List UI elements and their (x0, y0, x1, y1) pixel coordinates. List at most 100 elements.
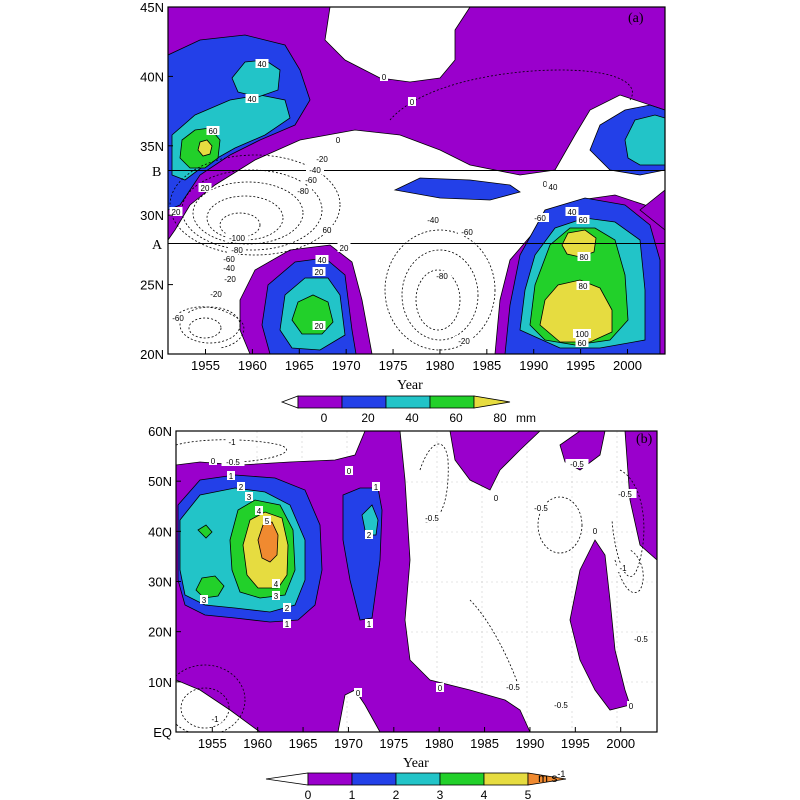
contour-label: 0 (347, 467, 352, 476)
contour-label-bg (629, 634, 653, 643)
colorbar-a-bin-60-80 (429, 395, 475, 409)
ytick-label-25N: 25N (140, 278, 164, 293)
contour-label-bg (433, 271, 451, 280)
colorbar-b: 0 1 2 3 4 5 m s-1 (265, 769, 567, 800)
a-field-0-east-edge (639, 189, 665, 231)
xtick-label-1980: 1980 (425, 736, 454, 751)
contour-label-bg (531, 213, 549, 222)
contour-label: -40 (223, 264, 235, 273)
contour-label-bg (616, 563, 630, 572)
ytick-label-20N: 20N (148, 625, 172, 640)
xtick-label-1960: 1960 (238, 358, 267, 373)
b-contour-mid-neg0-5 (419, 443, 449, 523)
contour-label-bg (492, 493, 500, 502)
colorbar-a-arrow-high (473, 395, 511, 409)
b-field-3-blob-1 (197, 524, 213, 539)
b-contour-south-neg0-5 (469, 599, 521, 691)
contour-label-bg (207, 289, 225, 298)
contour-label-bg (208, 714, 222, 723)
contour-label-bg (225, 437, 239, 446)
a-contour-sw-neg20 (169, 306, 245, 349)
contour-label-bg (436, 683, 444, 692)
contour-label-bg (228, 245, 246, 254)
panel-a-fields (168, 7, 665, 354)
contour-label: 100 (575, 330, 589, 339)
colorbar-a-level-80: 80 (493, 411, 507, 425)
contour-label-bg (227, 471, 235, 480)
xtick-label-1995: 1995 (566, 358, 595, 373)
xtick-label-1985: 1985 (472, 358, 501, 373)
xtick-label-2000: 2000 (606, 736, 635, 751)
contour-label-bg (283, 603, 291, 612)
contour-label-bg (245, 94, 259, 103)
b-contour-north-neg0-5 (176, 439, 287, 463)
ref-label-a: A (152, 238, 163, 253)
contour-label-bg (283, 619, 291, 628)
contour-label-bg (272, 579, 280, 588)
a-field-40-east (624, 114, 665, 166)
ytick-label-40N: 40N (140, 69, 164, 84)
colorbar-a-level-60: 60 (449, 411, 463, 425)
contour-label: 60 (578, 339, 587, 348)
contour-label-bg (272, 591, 280, 600)
contour-label: 60 (323, 226, 332, 235)
contour-label: 40 (568, 208, 577, 217)
contour-label-bg (169, 313, 187, 322)
contour-label-bg (302, 175, 320, 184)
ytick-label-30N: 30N (140, 208, 164, 223)
contour-label: 2 (239, 483, 244, 492)
contour-label-bg (245, 492, 253, 501)
xtick-label-1965: 1965 (285, 358, 314, 373)
panel-b-contour-labels: 00-1-0.5123454321312100-0.5-0.5-0.5-0.50… (200, 437, 653, 724)
contour-label: 1 (285, 620, 290, 629)
contour-label: -80 (231, 246, 243, 255)
contour-label-bg (420, 513, 444, 522)
contour-label: -60 (305, 176, 317, 185)
panel-a-axes: 1955 1960 1965 1970 1975 1980 1985 1990 1995 2000… (140, 0, 642, 373)
colorbar-b-bin-0-1 (307, 772, 353, 786)
ytick-label-60N: 60N (148, 424, 172, 439)
a-contour-sw-neg40 (179, 306, 241, 344)
contour-label-bg (312, 321, 326, 330)
a-contour-north-neg20 (389, 69, 633, 121)
contour-label-bg (206, 126, 220, 135)
contour-label: 0 (543, 180, 548, 189)
panel-b-fields (176, 431, 657, 732)
a-contour-neg80-ring (206, 195, 284, 241)
contour-label-bg (365, 530, 373, 539)
contour-label: 2 (367, 531, 372, 540)
contour-label-bg (334, 135, 342, 144)
contour-label-bg (237, 482, 245, 491)
contour-label: 60 (209, 127, 218, 136)
a-field-20-mid (393, 177, 521, 201)
contour-label-bg (169, 207, 183, 216)
colorbar-b-bin-1-2 (351, 772, 397, 786)
ytick-label-20N: 20N (140, 347, 164, 362)
contour-label-bg (458, 227, 476, 236)
ytick-label-35N: 35N (140, 139, 164, 154)
colorbar-b-arrow-high (527, 772, 567, 786)
contour-label: 0 (494, 494, 499, 503)
contour-label: 0 (356, 689, 361, 698)
contour-label: -60 (461, 228, 473, 237)
contour-label: -0.5 (226, 458, 240, 467)
colorbar-b-unit: m s-1 (538, 769, 565, 785)
contour-label: -60 (223, 255, 235, 264)
contour-label: -20 (458, 337, 470, 346)
contour-label-bg (501, 682, 525, 691)
contour-label: 0 (410, 98, 415, 107)
contour-label-bg (529, 503, 553, 512)
contour-label: 20 (315, 268, 324, 277)
contour-label: -0.5 (425, 514, 439, 523)
panel-a-frame (167, 6, 666, 355)
b-contour-sw-neg1 (180, 687, 230, 729)
contour-label: 4 (257, 507, 262, 516)
contour-label-bg (209, 456, 217, 465)
colorbar-b-level-3: 3 (437, 788, 444, 800)
colorbar-b-level-0: 0 (305, 788, 312, 800)
xtick-label-1965: 1965 (289, 736, 318, 751)
contour-label: -0.5 (506, 683, 520, 692)
contour-label-bg (408, 97, 416, 106)
contour-label-bg (263, 516, 271, 525)
colorbar-b-bin-2-3 (395, 772, 441, 786)
